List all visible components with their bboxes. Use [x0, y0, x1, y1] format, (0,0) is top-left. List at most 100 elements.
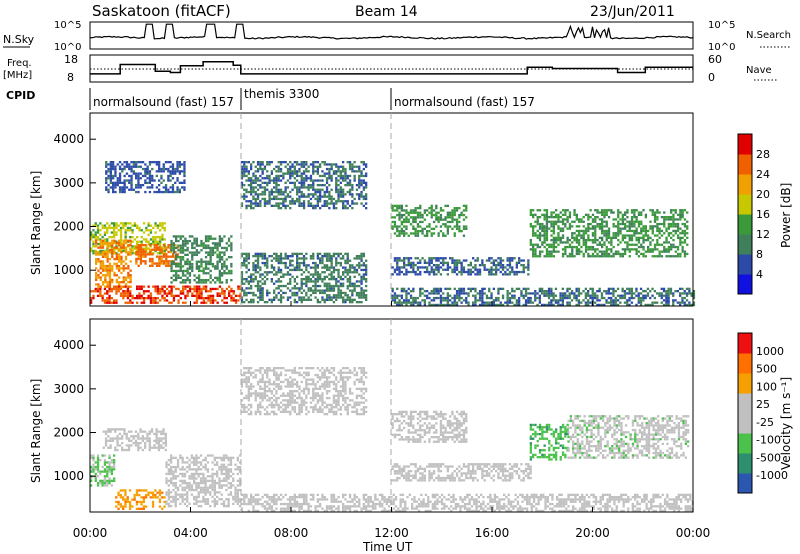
power-cell [444, 234, 447, 237]
power-cell [110, 231, 113, 234]
power-cell [362, 179, 365, 182]
power-cell [107, 170, 110, 173]
power-cell [403, 299, 406, 302]
power-cell [256, 179, 260, 182]
power-cell [426, 296, 429, 300]
velocity-cell [94, 477, 97, 480]
power-cell [188, 235, 192, 238]
velocity-cell [92, 465, 95, 469]
velocity-cell [101, 482, 104, 485]
power-cell [298, 287, 301, 290]
power-cell [524, 294, 528, 297]
power-cell [644, 234, 647, 237]
power-cell [153, 190, 156, 194]
power-cell [211, 287, 215, 291]
power-cell [159, 236, 162, 239]
power-cell [403, 220, 406, 224]
power-cell [108, 301, 111, 304]
power-cell [252, 261, 255, 265]
power-cell [455, 259, 459, 262]
power-cell [674, 218, 677, 221]
power-cell [639, 296, 643, 300]
power-cell [344, 271, 347, 274]
power-cell [230, 279, 233, 282]
power-cell [557, 236, 560, 239]
power-cell [218, 269, 221, 273]
power-cell [339, 170, 342, 173]
power-cell [113, 226, 116, 230]
power-cell [522, 264, 525, 267]
power-cell [658, 250, 661, 253]
power-cell [202, 260, 205, 263]
power-cell [323, 174, 326, 178]
power-cell [209, 276, 212, 279]
power-cell [396, 259, 399, 262]
velocity-cell [130, 444, 133, 447]
power-cell [209, 299, 212, 302]
power-cell [200, 294, 203, 297]
power-cell [243, 197, 246, 201]
power-cell [548, 216, 551, 219]
power-cell [391, 220, 394, 224]
power-cell [545, 220, 549, 223]
power-cell [550, 290, 553, 293]
power-cell [346, 280, 349, 283]
power-cell [296, 197, 299, 201]
power-cell [325, 190, 329, 194]
power-cell [178, 163, 181, 166]
power-cell [144, 255, 147, 258]
power-cell [555, 241, 558, 244]
power-cell [321, 259, 324, 262]
power-cell [279, 207, 283, 210]
power-cell [312, 284, 315, 288]
power-cell [293, 200, 296, 203]
power-cell [348, 190, 352, 194]
power-cell [640, 222, 643, 226]
power-cell [353, 268, 356, 272]
power-cell [151, 260, 154, 263]
power-cell [552, 211, 555, 214]
power-cell [240, 172, 244, 175]
power-cell [421, 213, 424, 217]
power-cell [462, 270, 466, 274]
power-cell [184, 237, 187, 240]
power-cell [344, 291, 347, 295]
power-cell [561, 303, 564, 307]
power-cell [119, 242, 123, 246]
power-cell [176, 167, 179, 171]
power-cell [112, 174, 115, 178]
velocity-cell [122, 507, 125, 510]
power-cell [566, 220, 569, 223]
power-cell [344, 172, 347, 175]
power-cell [412, 264, 415, 267]
power-cell [683, 303, 686, 307]
velocity-cell [155, 428, 158, 431]
power-cell [130, 186, 133, 189]
power-cell [99, 264, 102, 268]
power-cell [195, 265, 198, 268]
power-cell [612, 211, 615, 214]
power-cell [405, 209, 408, 212]
power-cell [559, 211, 562, 214]
power-cell [300, 282, 303, 285]
power-cell [358, 193, 361, 196]
power-cell [328, 193, 331, 196]
power-cell [160, 248, 163, 251]
power-cell [559, 227, 562, 230]
power-cell [495, 299, 498, 302]
power-cell [649, 243, 652, 246]
power-cell [178, 190, 181, 194]
power-cell [209, 260, 212, 263]
power-cell [601, 243, 604, 246]
power-cell [151, 264, 154, 267]
power-cell [312, 255, 315, 258]
power-cell [209, 281, 212, 284]
power-cell [252, 268, 255, 272]
power-cell [254, 190, 257, 194]
velocity-cell [123, 448, 126, 452]
power-cell [400, 209, 403, 212]
velocity-cell [144, 437, 147, 440]
power-cell [300, 280, 303, 283]
power-cell [630, 292, 633, 295]
power-cell [120, 267, 123, 270]
